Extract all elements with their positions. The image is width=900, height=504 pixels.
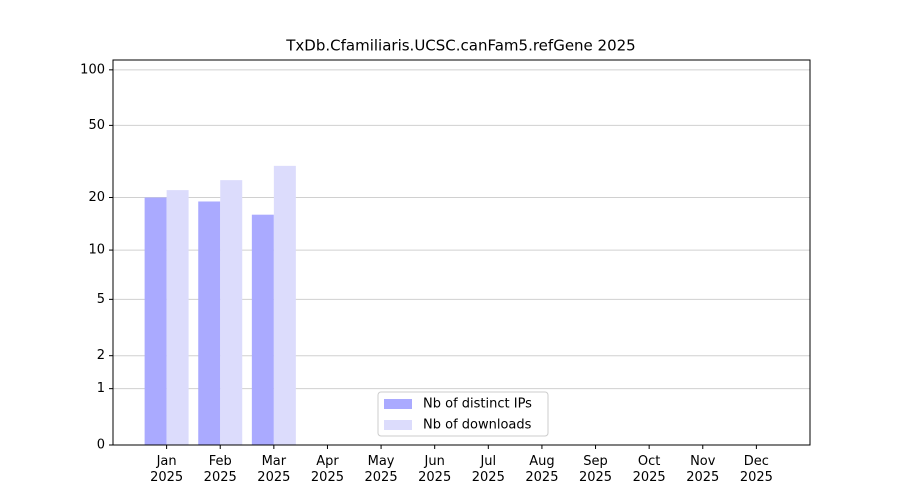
y-tick-label: 100 <box>80 62 105 77</box>
x-tick-label: Mar 2025 <box>257 454 290 485</box>
bar <box>144 197 167 445</box>
bar <box>220 180 243 445</box>
y-tick-label: 0 <box>97 438 105 453</box>
x-tick-label: Dec 2025 <box>740 454 773 485</box>
y-tick-label: 50 <box>88 118 105 133</box>
legend-label: Nb of distinct IPs <box>423 397 532 412</box>
x-tick-label: Feb 2025 <box>204 454 237 485</box>
bar <box>273 165 296 445</box>
legend-swatch <box>384 399 412 409</box>
chart-title: TxDb.Cfamiliaris.UCSC.canFam5.refGene 20… <box>285 37 635 55</box>
x-tick-label: May 2025 <box>365 454 398 485</box>
plot-frame <box>112 59 811 446</box>
x-tick-label: Aug 2025 <box>525 454 558 485</box>
bar <box>251 214 274 445</box>
y-tick-label: 20 <box>88 190 105 205</box>
x-tick-label: Oct 2025 <box>633 454 666 485</box>
x-tick-label: Nov 2025 <box>686 454 719 485</box>
legend-box <box>377 391 549 437</box>
bar <box>198 201 221 445</box>
x-tick-label: Apr 2025 <box>311 454 344 485</box>
bar <box>166 190 189 445</box>
x-tick-label: Sep 2025 <box>579 454 612 485</box>
y-tick-label: 1 <box>97 381 105 396</box>
x-tick-label: Jun 2025 <box>418 454 451 485</box>
y-tick-label: 10 <box>88 243 105 258</box>
legend-label: Nb of downloads <box>423 418 532 433</box>
y-tick-label: 2 <box>97 348 105 363</box>
legend-swatch <box>384 420 412 430</box>
x-tick-label: Jul 2025 <box>472 454 505 485</box>
x-tick-label: Jan 2025 <box>150 454 183 485</box>
y-tick-label: 5 <box>97 292 105 307</box>
